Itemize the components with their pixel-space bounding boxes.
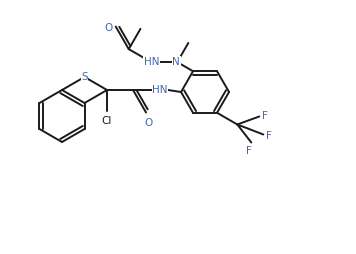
Text: O: O: [144, 117, 152, 127]
Text: S: S: [81, 72, 88, 82]
Text: N: N: [172, 57, 180, 67]
Text: F: F: [262, 111, 268, 121]
Text: O: O: [105, 23, 113, 33]
Text: F: F: [266, 131, 272, 141]
Text: Cl: Cl: [102, 115, 112, 125]
Text: HN: HN: [152, 85, 168, 95]
Text: F: F: [246, 146, 252, 156]
Text: HN: HN: [143, 57, 159, 67]
